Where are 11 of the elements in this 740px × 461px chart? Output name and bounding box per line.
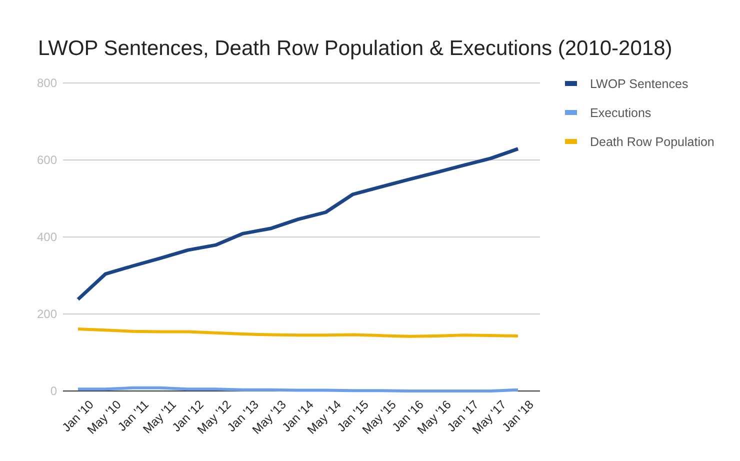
legend-label: Death Row Population — [590, 135, 714, 149]
line-series — [76, 147, 520, 302]
y-tick-label: 0 — [50, 384, 58, 398]
y-tick-label: 600 — [36, 152, 58, 167]
y-tick-label: 200 — [36, 306, 58, 321]
legend-label: Executions — [590, 106, 652, 120]
chart-title: LWOP Sentences, Death Row Population & Executions (2010-2018) — [38, 37, 672, 60]
y-tick-label: 800 — [36, 76, 58, 90]
line-series — [76, 328, 520, 338]
y-tick-label: 400 — [36, 230, 58, 244]
legend-label: LWOP Sentences — [590, 77, 688, 91]
